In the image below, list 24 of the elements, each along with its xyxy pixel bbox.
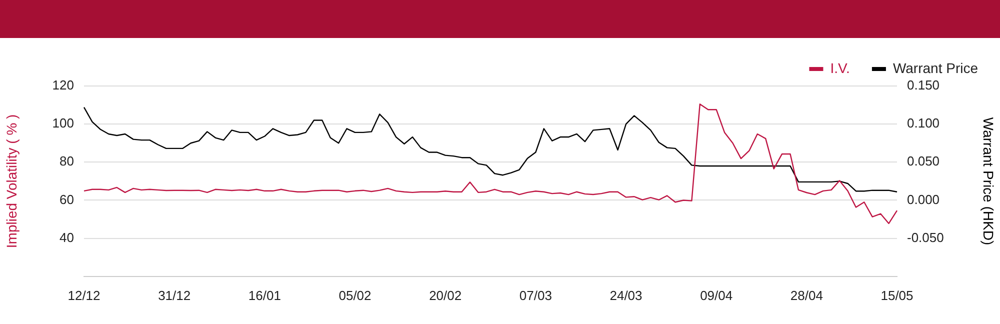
x-tick-label: 15/05 xyxy=(880,288,914,303)
y-tick-label: 120 xyxy=(52,78,74,93)
x-tick-label: 24/03 xyxy=(610,288,642,303)
y2-tick-label: 0.050 xyxy=(907,154,940,169)
x-tick-label: 12/12 xyxy=(68,288,100,303)
x-tick-label: 20/02 xyxy=(429,288,462,303)
legend-label: Warrant Price xyxy=(892,60,978,76)
x-tick-label: 09/04 xyxy=(700,288,733,303)
y2-axis-title: Warrant Price (HKD) xyxy=(980,117,997,246)
x-tick-label: 16/01 xyxy=(248,288,281,303)
y2-tick-label: 0.100 xyxy=(907,116,940,131)
x-tick-label: 07/03 xyxy=(519,288,552,303)
x-tick-label: 31/12 xyxy=(158,288,191,303)
y-axis-title: Implied Volatility ( % ) xyxy=(3,114,20,248)
y-tick-label: 100 xyxy=(52,116,74,131)
y2-tick-label: 0.150 xyxy=(907,78,940,93)
legend-label: I.V. xyxy=(830,60,850,76)
y-tick-label: 80 xyxy=(60,154,74,169)
y-tick-label: 40 xyxy=(60,230,74,245)
y-tick-label: 60 xyxy=(60,192,74,207)
x-tick-label: 28/04 xyxy=(790,288,823,303)
y2-tick-label: -0.050 xyxy=(907,230,944,245)
y2-tick-label: 0.000 xyxy=(907,192,940,207)
x-tick-label: 05/02 xyxy=(338,288,372,303)
